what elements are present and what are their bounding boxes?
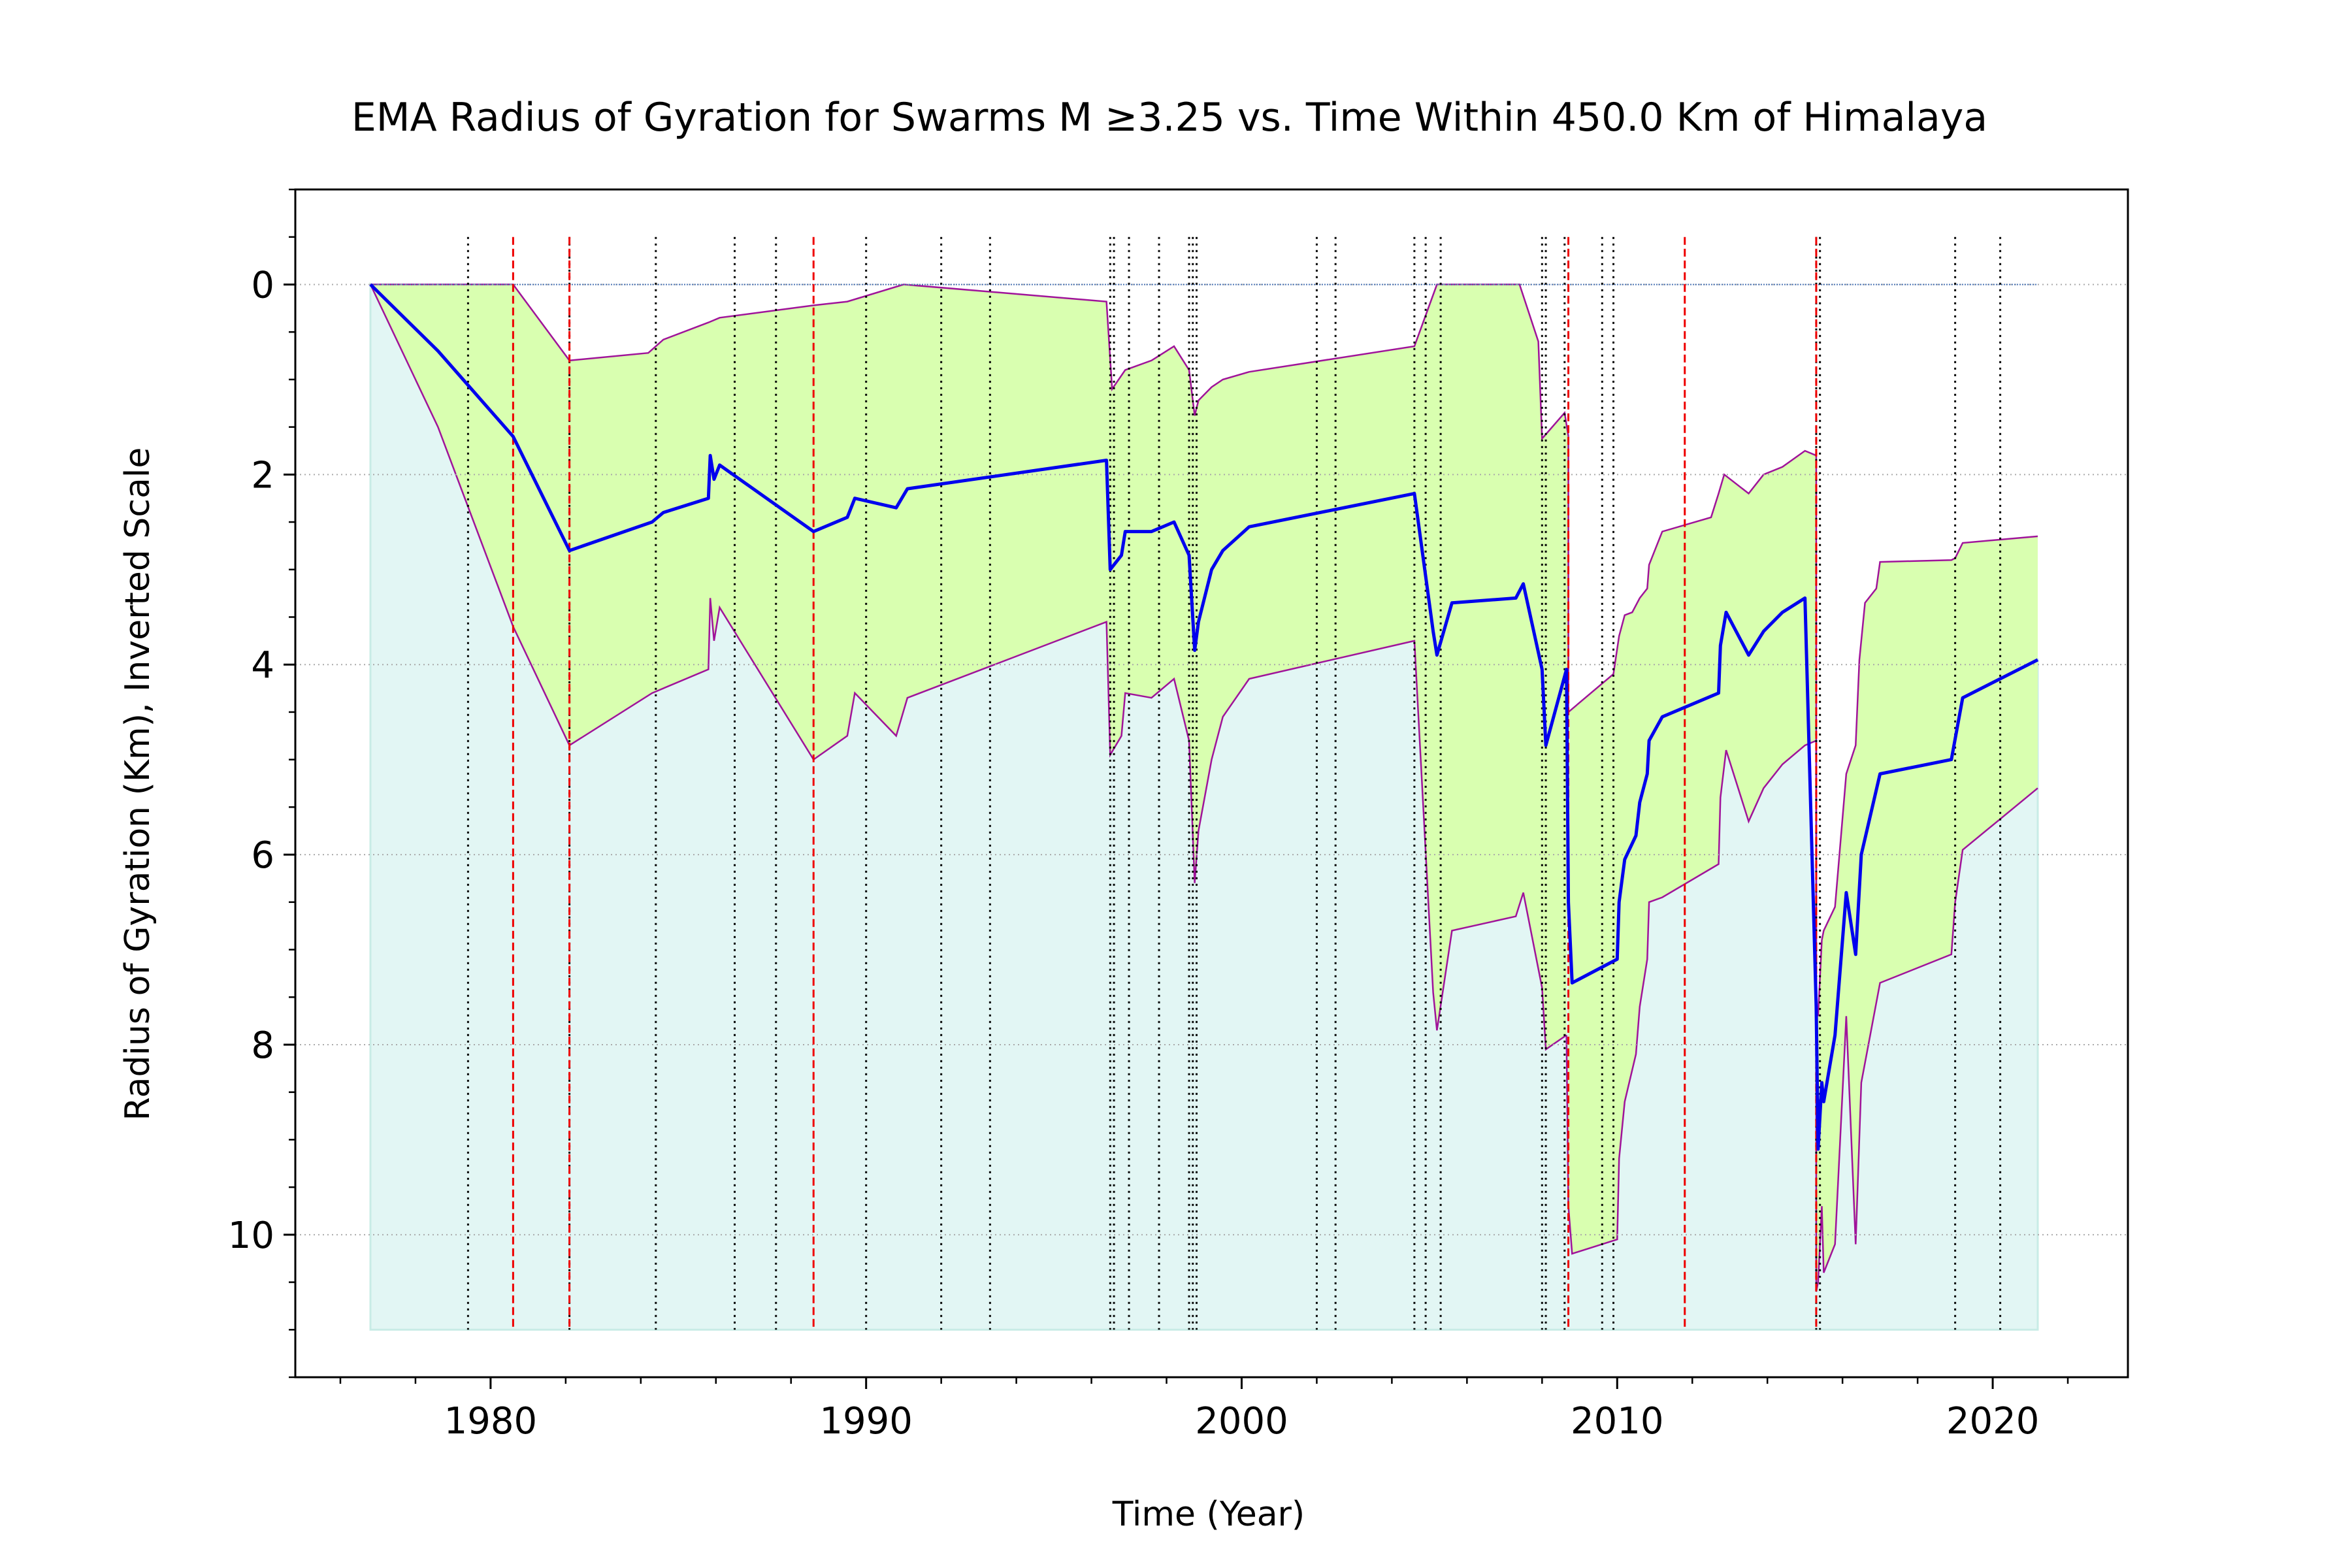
band-fill-3 <box>1816 536 2038 1292</box>
band-lower-edge-3 <box>1815 787 2038 1292</box>
band-fill-1 <box>370 284 1569 1050</box>
x-tick-label: 2000 <box>1195 1400 1288 1443</box>
y-tick-label: 4 <box>251 644 274 687</box>
x-tick-label: 2010 <box>1571 1400 1664 1443</box>
ema-series <box>369 283 2039 1151</box>
x-tick-label: 2020 <box>1946 1400 2040 1443</box>
chart-title: EMA Radius of Gyration for Swarms M ≥3.2… <box>351 95 1987 140</box>
y-tick-label: 6 <box>251 834 274 877</box>
y-tick-label: 2 <box>251 454 274 497</box>
band-fill-2 <box>1568 451 1816 1254</box>
y-tick-label: 8 <box>251 1024 274 1067</box>
event-marker-lines <box>466 237 2002 1330</box>
band-upper-edge-2 <box>1567 449 1817 713</box>
band-lower-edge-1 <box>369 284 1567 1051</box>
x-axis-label: Time (Year) <box>1112 1495 1305 1534</box>
y-tick-label: 0 <box>251 264 274 306</box>
x-tick-label: 1980 <box>444 1400 538 1443</box>
plot-frame <box>294 188 2129 1379</box>
band-upper-edge-1 <box>370 284 1569 441</box>
y-tick-label: 10 <box>228 1215 274 1257</box>
y-axis-ticks: 0 2 4 6 8 10 <box>228 188 295 1379</box>
ema-line <box>369 283 2039 1151</box>
band-lower-edge-2 <box>1567 740 1817 1255</box>
y-axis-label: Radius of Gyration (Km), Inverted Scale <box>118 448 157 1121</box>
confidence-band <box>369 284 2038 1292</box>
x-axis-ticks: 1980 1990 2000 2010 2020 <box>339 1377 2069 1443</box>
band-upper-edge-3 <box>1815 535 2038 1017</box>
x-tick-label: 1990 <box>819 1400 913 1443</box>
